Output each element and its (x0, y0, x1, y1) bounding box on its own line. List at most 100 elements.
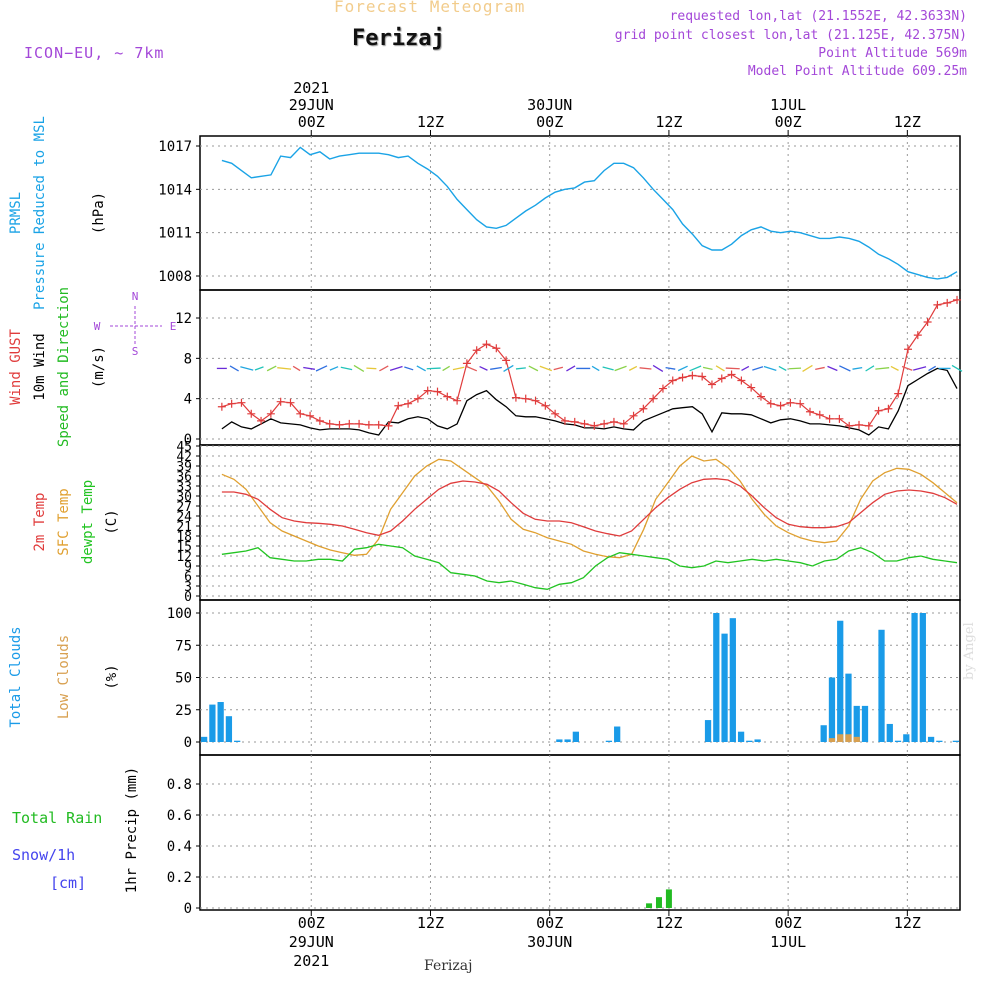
temp-2m-line (221, 478, 958, 537)
total-cloud-bar (927, 736, 935, 742)
ylabel-low-clouds: Low Clouds (56, 635, 72, 719)
wind-direction-arrow (465, 365, 478, 372)
y-tick-label: 24 (176, 510, 192, 525)
gust-marker (335, 420, 344, 429)
wind-direction-arrow (379, 365, 389, 372)
total-cloud-bar (614, 726, 621, 742)
total-cloud-bar (853, 705, 860, 742)
location-title: Ferizaj (352, 26, 445, 51)
y-tick-label: 39 (176, 460, 192, 475)
wind-direction-arrow (240, 366, 254, 371)
x-tick-label-top: 00Z (775, 113, 802, 131)
total-cloud-bar (556, 739, 563, 742)
wind-direction-arrow (254, 366, 264, 371)
wind-gust-line (221, 299, 958, 427)
gust-marker (717, 374, 726, 383)
gust-marker (325, 419, 334, 428)
total-cloud-bar (704, 720, 712, 742)
precip-bar (655, 897, 662, 908)
y-tick-label: 12 (176, 550, 192, 565)
x-tick-label-top: 12Z (894, 113, 921, 131)
date-label-top: 1JUL (770, 96, 806, 114)
total-cloud-bar (886, 723, 893, 742)
total-cloud-bar (721, 633, 728, 742)
gust-marker (227, 399, 236, 408)
ylabel-snow: Snow/1h (12, 846, 75, 864)
wind-direction-arrow (865, 365, 875, 372)
ylabel-wind-gust: Wind GUST (8, 329, 24, 405)
y-tick-label: 0.8 (167, 777, 192, 793)
dewpoint-line (221, 543, 958, 590)
total-cloud-bar (861, 705, 869, 742)
ylabel-total-rain: Total Rain (12, 809, 102, 827)
wind-direction-arrow (928, 365, 937, 372)
total-cloud-bar (209, 704, 216, 742)
ylabel-pressure-1: PRMSL (8, 192, 24, 234)
gust-marker (247, 409, 256, 418)
y-tick-label: 0.4 (167, 839, 192, 855)
y-tick-label: 9 (184, 560, 192, 575)
date-label-top: 30JUN (527, 96, 572, 114)
total-cloud-bar (828, 677, 836, 742)
x-tick-label-top: 12Z (417, 113, 444, 131)
gust-marker (492, 344, 501, 353)
gust-marker (933, 300, 942, 309)
wind-speed-line (221, 367, 958, 436)
x-tick-label-bottom: 12Z (417, 914, 444, 932)
x-tick-label-top: 12Z (655, 113, 682, 131)
ylabel-snow-unit: [cm] (50, 874, 86, 892)
wind-direction-arrow (340, 366, 353, 371)
wind-direction-arrow (277, 367, 292, 370)
total-cloud-bar (201, 736, 208, 742)
gust-marker (766, 399, 775, 408)
gust-marker (884, 404, 893, 413)
y-tick-label: 50 (175, 671, 192, 687)
wind-direction-arrow (553, 366, 564, 371)
wind-direction-arrow (689, 365, 702, 372)
y-tick-label: 0 (184, 901, 192, 917)
gust-marker (217, 402, 226, 411)
total-cloud-bar (952, 740, 959, 742)
gust-marker (815, 410, 824, 419)
wind-direction-arrow (315, 365, 328, 372)
wind-direction-arrow (665, 367, 676, 370)
gust-marker (580, 419, 589, 428)
ylabel-pressure-2: Pressure Reduced to MSL (32, 116, 48, 310)
gust-marker (649, 394, 658, 403)
gust-marker (639, 404, 648, 413)
total-cloud-bar (225, 716, 233, 742)
wind-direction-arrow (353, 364, 365, 372)
compass-north: N (132, 290, 139, 303)
wind-direction-arrow (628, 365, 638, 371)
total-cloud-bar (911, 613, 918, 742)
wind-direction-arrow (639, 367, 652, 370)
wind-direction-arrow (292, 365, 301, 372)
point-altitude: Point Altitude 569m (818, 46, 967, 61)
wind-direction-arrow (566, 365, 576, 372)
wind-direction-arrow (515, 367, 526, 370)
footer-location: Ferizaj (424, 958, 473, 974)
compass-east: E (170, 320, 177, 333)
gust-marker (257, 416, 266, 425)
ylabel-precip-unit: 1hr Precip (mm) (124, 767, 140, 893)
compass-south: S (132, 345, 139, 358)
gust-marker (266, 409, 275, 418)
gust-marker (805, 407, 814, 416)
gust-marker (560, 416, 569, 425)
wind-direction-arrow (614, 365, 627, 372)
gust-marker (854, 420, 863, 429)
ylabel-wind-10m: 10m Wind (32, 333, 48, 400)
y-tick-label: 4 (184, 392, 192, 408)
ylabel-wind-dir: Speed and Direction (56, 287, 72, 447)
x-tick-label-top: 00Z (536, 113, 563, 131)
gust-marker (609, 417, 618, 426)
ylabel-temp-2m: 2m Temp (32, 492, 48, 551)
wind-direction-arrow (416, 365, 426, 372)
gust-marker (394, 401, 403, 410)
gust-marker (600, 419, 609, 428)
gust-marker (306, 411, 315, 420)
gust-marker (404, 399, 413, 408)
y-tick-label: 1008 (158, 269, 192, 285)
gust-marker (511, 393, 520, 402)
y-tick-label: 45 (176, 440, 192, 455)
